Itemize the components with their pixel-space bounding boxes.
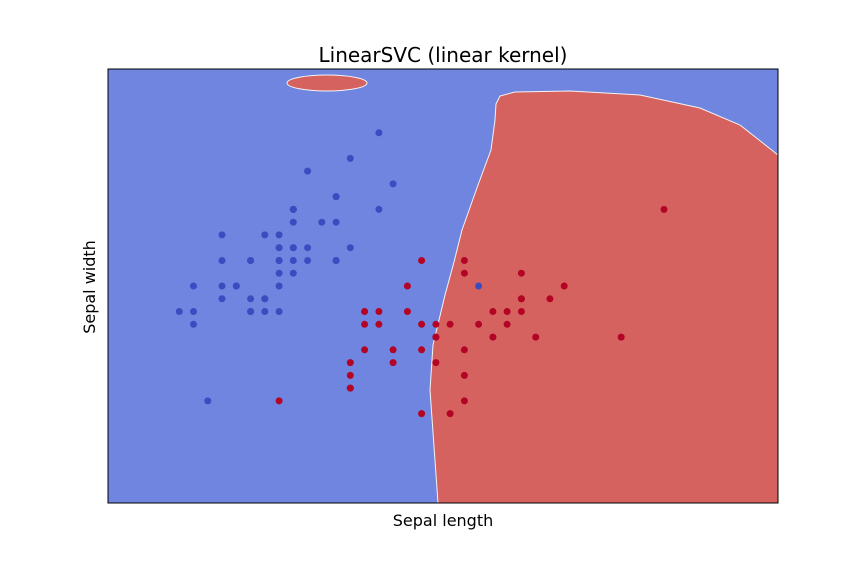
data-point-class-1 <box>460 257 468 264</box>
data-point-class-0 <box>190 282 197 290</box>
data-point-class-0 <box>275 308 283 315</box>
data-point-class-0 <box>218 257 226 264</box>
data-point-class-0 <box>204 397 212 405</box>
x-axis-label: Sepal length <box>393 511 494 530</box>
data-point-class-1 <box>489 333 497 341</box>
data-point-class-0 <box>275 282 283 290</box>
data-point-class-0 <box>346 154 354 162</box>
data-point-class-1 <box>532 333 540 341</box>
data-point-class-1 <box>346 371 354 379</box>
data-point-class-0 <box>275 244 283 252</box>
data-point-class-1 <box>460 371 468 379</box>
data-point-class-1 <box>389 346 397 354</box>
data-point-class-1 <box>361 308 369 315</box>
scatter-points <box>175 129 668 418</box>
data-point-class-1 <box>275 397 283 405</box>
region-class-1-island <box>286 74 368 92</box>
data-point-class-0 <box>261 295 269 303</box>
data-point-class-0 <box>190 320 197 328</box>
data-point-class-0 <box>275 269 283 277</box>
data-point-class-0 <box>218 295 226 303</box>
data-point-class-0 <box>175 308 183 315</box>
data-point-class-0 <box>218 231 226 239</box>
data-point-class-0 <box>289 269 297 277</box>
data-point-class-0 <box>346 244 354 252</box>
data-point-class-0 <box>247 308 255 315</box>
data-point-class-1 <box>361 320 369 328</box>
data-point-class-0 <box>289 218 297 226</box>
data-point-class-0 <box>304 257 312 264</box>
data-point-class-0 <box>304 167 312 175</box>
region-class-1-main <box>429 90 778 503</box>
data-point-class-0 <box>289 257 297 264</box>
data-point-class-0 <box>232 282 240 290</box>
chart-title: LinearSVC (linear kernel) <box>319 43 568 67</box>
data-point-class-0 <box>275 231 283 239</box>
data-point-class-1 <box>489 308 497 315</box>
data-point-class-1 <box>418 346 426 354</box>
data-point-class-0 <box>332 218 340 226</box>
data-point-class-0 <box>332 193 340 201</box>
data-point-class-1 <box>503 308 511 315</box>
y-axis-label: Sepal width <box>80 240 99 334</box>
data-point-class-0 <box>289 205 297 213</box>
data-point-class-1 <box>446 320 454 328</box>
data-point-class-1 <box>403 308 411 315</box>
data-point-class-1 <box>517 269 525 277</box>
data-point-class-1 <box>560 282 568 290</box>
data-point-class-0 <box>389 180 397 188</box>
data-point-class-0 <box>332 257 340 264</box>
data-point-class-1 <box>418 320 426 328</box>
data-point-class-1 <box>617 333 625 341</box>
data-point-class-0 <box>261 231 269 239</box>
data-point-class-1 <box>460 397 468 405</box>
data-point-class-0 <box>318 218 326 226</box>
data-point-class-1 <box>660 205 668 213</box>
data-point-class-0 <box>261 308 269 315</box>
data-point-class-0 <box>247 295 255 303</box>
data-point-class-0 <box>247 257 255 264</box>
data-point-class-1 <box>432 333 440 341</box>
data-point-class-1 <box>346 384 354 392</box>
data-point-class-0 <box>375 205 383 213</box>
data-point-class-1 <box>517 295 525 303</box>
data-point-class-1 <box>460 269 468 277</box>
data-point-class-1 <box>432 359 440 367</box>
data-point-class-1 <box>503 320 511 328</box>
data-point-class-1 <box>361 346 369 354</box>
data-point-class-1 <box>475 320 483 328</box>
data-point-class-1 <box>446 410 454 418</box>
data-point-class-0 <box>475 282 483 290</box>
data-point-class-1 <box>389 359 397 367</box>
data-point-class-0 <box>289 244 297 252</box>
data-point-class-1 <box>375 308 383 315</box>
data-point-class-1 <box>546 295 554 303</box>
data-point-class-1 <box>403 282 411 290</box>
data-point-class-1 <box>375 320 383 328</box>
data-point-class-1 <box>418 257 426 264</box>
data-point-class-1 <box>460 346 468 354</box>
data-point-class-0 <box>218 282 226 290</box>
data-point-class-0 <box>375 129 383 137</box>
data-point-class-0 <box>275 257 283 264</box>
data-point-class-1 <box>346 359 354 367</box>
data-point-class-0 <box>190 308 197 315</box>
data-point-class-1 <box>418 410 426 418</box>
data-point-class-1 <box>517 308 525 315</box>
data-point-class-1 <box>432 320 440 328</box>
data-point-class-0 <box>304 244 312 252</box>
plot-frame <box>107 68 779 504</box>
